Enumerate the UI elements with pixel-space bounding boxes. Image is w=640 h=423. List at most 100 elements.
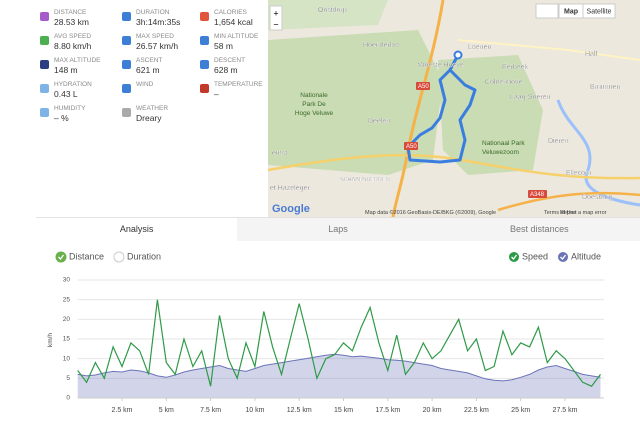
map-place: Oostdorp (318, 7, 347, 14)
series-line (77, 299, 601, 387)
river (556, 99, 640, 207)
map-report[interactable]: Report a map error (560, 210, 607, 216)
mode-toggle[interactable] (113, 251, 125, 263)
stat: DISTANCE 28.53 km (40, 9, 120, 31)
stat: DURATION 3h:14m:35s (122, 9, 202, 31)
stat: TEMPERATURE – (200, 81, 280, 103)
map-place: Loenen (468, 44, 491, 51)
stat-icon (122, 12, 131, 21)
x-tick-label: 27.5 km (553, 407, 578, 414)
mode-label[interactable]: Distance (69, 251, 104, 261)
x-tick-label: 22.5 km (464, 407, 489, 414)
x-tick-label: 12.5 km (287, 407, 312, 414)
stat-label: CALORIES (214, 9, 247, 16)
y-tick-label: 25 (63, 296, 71, 303)
map-type-button[interactable] (582, 3, 616, 19)
stat: CALORIES 1,654 kcal (200, 9, 280, 31)
map-place: Brummen (590, 84, 620, 91)
stat-value: – (214, 89, 219, 99)
park-area (268, 30, 443, 175)
map-type-label[interactable]: Map (564, 8, 578, 15)
stat: MIN ALTITUDE 58 m (200, 33, 280, 55)
tab[interactable]: Analysis (36, 218, 238, 241)
map-type-label[interactable]: Satellite (587, 8, 612, 15)
stat-value: 628 m (214, 65, 238, 75)
map-park: Nationale (300, 92, 328, 99)
map-place: Eerbeek (502, 64, 529, 71)
stat-icon (200, 36, 209, 45)
tab[interactable]: Best distances (510, 224, 569, 234)
stat: MAX ALTITUDE 148 m (40, 57, 120, 79)
stat-label: TEMPERATURE (214, 81, 263, 88)
zoom-out[interactable]: − (273, 19, 278, 29)
stat-value: 8.80 km/h (54, 41, 92, 51)
stat-value: 28.53 km (54, 17, 89, 27)
stat: WEATHER Dreary (122, 105, 202, 127)
legend-label[interactable]: Altitude (571, 251, 601, 261)
stat-label: MIN ALTITUDE (214, 33, 259, 40)
map-park: Nationaal Park (482, 140, 525, 147)
series-line (77, 353, 601, 382)
legend-label[interactable]: Speed (522, 251, 548, 261)
stat-icon (122, 36, 131, 45)
stat-label: WIND (136, 81, 154, 88)
zoom-in[interactable]: + (273, 8, 278, 18)
road-label: A348 (530, 192, 545, 198)
y-tick-label: 30 (63, 277, 71, 284)
map-place: Hall (585, 51, 598, 58)
road-label: A50 (406, 144, 417, 150)
map[interactable]: + − Map Satellite Oostdorp Hoenderloo Loene… (268, 0, 640, 217)
stat-icon (200, 60, 209, 69)
map-place: SCHAARSBERGEN (340, 177, 390, 183)
legend-swatch[interactable] (509, 252, 519, 262)
map-place: Laag-Soeren (510, 94, 551, 101)
y-tick-label: 5 (66, 375, 70, 382)
y-tick-label: 20 (63, 316, 71, 323)
stat-label: HYDRATION (54, 81, 92, 88)
y-tick-label: 15 (63, 336, 71, 343)
stat-icon (40, 60, 49, 69)
mode-label[interactable]: Duration (127, 251, 161, 261)
stat: HYDRATION 0.43 L (40, 81, 120, 103)
stat-icon (122, 84, 131, 93)
legend-swatch[interactable] (558, 252, 568, 262)
stat-value: 148 m (54, 65, 78, 75)
stat-label: DESCENT (214, 57, 246, 64)
map-logo: Google (272, 203, 310, 215)
stat-icon (200, 84, 209, 93)
map-terms[interactable]: Terms of Use (544, 210, 576, 216)
check (560, 254, 567, 260)
route (406, 54, 477, 164)
x-tick-label: 20 km (423, 407, 442, 414)
stat-icon (200, 12, 209, 21)
stat-icon (40, 84, 49, 93)
map-place: Hoenderloo (363, 42, 399, 49)
x-tick-label: 10 km (245, 407, 264, 414)
y-tick-label: 10 (63, 355, 71, 362)
tab[interactable]: Laps (328, 224, 348, 234)
chart: Distance Duration Speed Altitude km/h 0 5 10 15 2… (47, 251, 604, 414)
stat-value: – % (54, 113, 69, 123)
y-axis-label: km/h (47, 333, 54, 347)
stat: MAX SPEED 26.57 km/h (122, 33, 202, 55)
stat-icon (122, 60, 131, 69)
stat-label: DISTANCE (54, 9, 87, 16)
stat-value: 58 m (214, 41, 233, 51)
map-place: Woeste Hoeve (418, 62, 464, 69)
altitude-area (77, 354, 601, 398)
road (391, 0, 445, 217)
route-start (453, 50, 463, 60)
x-tick-label: 7.5 km (200, 407, 221, 414)
stat-icon (40, 108, 49, 117)
road-badge (416, 82, 430, 90)
stat-value: 26.57 km/h (136, 41, 179, 51)
forest-area (268, 0, 388, 30)
x-tick-label: 15 km (334, 407, 353, 414)
zoom-control[interactable] (269, 5, 283, 31)
mode-toggle[interactable] (55, 251, 67, 263)
stat-value: 3h:14m:35s (136, 17, 181, 27)
stat-label: HUMIDITY (54, 105, 86, 112)
x-tick-label: 5 km (159, 407, 174, 414)
stat: DESCENT 628 m (200, 57, 280, 79)
